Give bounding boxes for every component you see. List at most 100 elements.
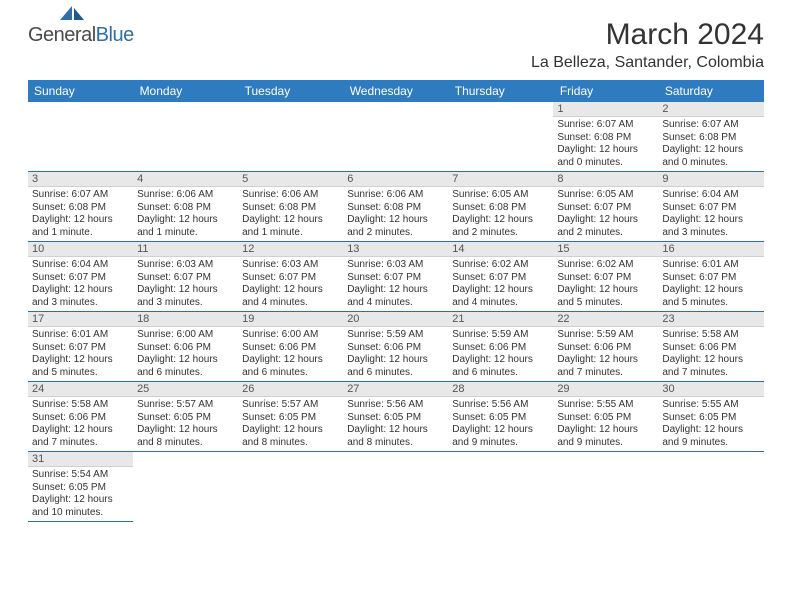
day-body: Sunrise: 5:57 AMSunset: 6:05 PMDaylight:… [238,397,343,451]
calendar-cell [553,452,658,522]
day-line: Sunrise: 5:58 AM [32,399,129,412]
day-number [448,102,553,116]
day-line: Daylight: 12 hours and 9 minutes. [557,424,654,449]
day-body: Sunrise: 6:07 AMSunset: 6:08 PMDaylight:… [553,117,658,171]
calendar-cell: 25Sunrise: 5:57 AMSunset: 6:05 PMDayligh… [133,382,238,452]
day-body [658,466,763,470]
day-number: 27 [343,382,448,397]
day-line: Sunset: 6:08 PM [137,202,234,215]
calendar-body: 1Sunrise: 6:07 AMSunset: 6:08 PMDaylight… [28,102,764,522]
calendar-cell: 23Sunrise: 5:58 AMSunset: 6:06 PMDayligh… [658,312,763,382]
day-number [238,102,343,116]
calendar-cell: 24Sunrise: 5:58 AMSunset: 6:06 PMDayligh… [28,382,133,452]
day-line: Sunset: 6:07 PM [662,272,759,285]
calendar-cell: 3Sunrise: 6:07 AMSunset: 6:08 PMDaylight… [28,172,133,242]
day-line: Daylight: 12 hours and 5 minutes. [662,284,759,309]
day-line: Sunrise: 6:00 AM [242,329,339,342]
day-line: Daylight: 12 hours and 7 minutes. [557,354,654,379]
calendar-cell: 4Sunrise: 6:06 AMSunset: 6:08 PMDaylight… [133,172,238,242]
day-line: Daylight: 12 hours and 5 minutes. [32,354,129,379]
day-line: Sunrise: 5:57 AM [137,399,234,412]
day-line: Sunrise: 6:07 AM [662,119,759,132]
calendar-cell: 15Sunrise: 6:02 AMSunset: 6:07 PMDayligh… [553,242,658,312]
day-body: Sunrise: 6:07 AMSunset: 6:08 PMDaylight:… [658,117,763,171]
calendar-cell: 26Sunrise: 5:57 AMSunset: 6:05 PMDayligh… [238,382,343,452]
day-body: Sunrise: 5:59 AMSunset: 6:06 PMDaylight:… [553,327,658,381]
day-line: Sunrise: 6:05 AM [557,189,654,202]
day-body: Sunrise: 6:05 AMSunset: 6:08 PMDaylight:… [448,187,553,241]
day-header: Thursday [448,80,553,102]
day-line: Sunrise: 6:01 AM [662,259,759,272]
day-number: 21 [448,312,553,327]
day-line: Sunrise: 5:57 AM [242,399,339,412]
calendar-cell [448,452,553,522]
day-header: Monday [133,80,238,102]
day-line: Daylight: 12 hours and 10 minutes. [32,494,129,519]
day-body [448,116,553,120]
day-number: 22 [553,312,658,327]
day-body: Sunrise: 6:05 AMSunset: 6:07 PMDaylight:… [553,187,658,241]
day-header: Sunday [28,80,133,102]
calendar-cell: 29Sunrise: 5:55 AMSunset: 6:05 PMDayligh… [553,382,658,452]
day-line: Sunset: 6:06 PM [662,342,759,355]
calendar-cell: 22Sunrise: 5:59 AMSunset: 6:06 PMDayligh… [553,312,658,382]
day-body: Sunrise: 5:57 AMSunset: 6:05 PMDaylight:… [133,397,238,451]
day-line: Daylight: 12 hours and 1 minute. [137,214,234,239]
day-line: Sunrise: 6:06 AM [347,189,444,202]
day-line: Sunrise: 5:59 AM [452,329,549,342]
day-body: Sunrise: 5:56 AMSunset: 6:05 PMDaylight:… [448,397,553,451]
day-line: Sunset: 6:07 PM [137,272,234,285]
day-line: Daylight: 12 hours and 2 minutes. [347,214,444,239]
calendar-table: SundayMondayTuesdayWednesdayThursdayFrid… [28,80,764,522]
day-line: Sunset: 6:08 PM [452,202,549,215]
day-body [448,466,553,470]
calendar-cell: 16 Sunrise: 6:01 AMSunset: 6:07 PMDayligh… [658,242,763,312]
day-line: Sunset: 6:07 PM [242,272,339,285]
day-number [448,452,553,466]
logo-text-general: General [28,24,96,46]
day-body: Sunrise: 5:58 AMSunset: 6:06 PMDaylight:… [28,397,133,451]
day-line: Sunrise: 6:04 AM [32,259,129,272]
day-line: Sunset: 6:08 PM [557,132,654,145]
calendar-page: GeneralBlue March 2024 La Belleza, Santa… [0,0,792,540]
calendar-cell [343,452,448,522]
day-line: Sunrise: 6:03 AM [137,259,234,272]
day-line: Sunrise: 5:55 AM [557,399,654,412]
day-body [238,116,343,120]
day-line: Sunset: 6:05 PM [347,412,444,425]
day-body: Sunrise: 5:56 AMSunset: 6:05 PMDaylight:… [343,397,448,451]
calendar-cell: 31Sunrise: 5:54 AMSunset: 6:05 PMDayligh… [28,452,133,522]
day-number: 11 [133,242,238,257]
day-number [343,452,448,466]
day-line: Sunrise: 6:07 AM [557,119,654,132]
day-number: 12 [238,242,343,257]
calendar-cell: 12Sunrise: 6:03 AMSunset: 6:07 PMDayligh… [238,242,343,312]
calendar-cell [238,452,343,522]
calendar-cell: 13Sunrise: 6:03 AMSunset: 6:07 PMDayligh… [343,242,448,312]
calendar-cell [133,102,238,172]
day-line: Sunset: 6:05 PM [557,412,654,425]
day-line: Sunset: 6:07 PM [557,272,654,285]
day-line: Sunrise: 5:59 AM [347,329,444,342]
day-line: Sunrise: 6:02 AM [452,259,549,272]
calendar-cell [343,102,448,172]
calendar-cell: 19Sunrise: 6:00 AMSunset: 6:06 PMDayligh… [238,312,343,382]
day-line: Daylight: 12 hours and 6 minutes. [242,354,339,379]
day-body [133,116,238,120]
logo-text-blue: Blue [96,24,134,46]
day-line: Sunrise: 6:05 AM [452,189,549,202]
calendar-cell: 21Sunrise: 5:59 AMSunset: 6:06 PMDayligh… [448,312,553,382]
day-line: Sunset: 6:07 PM [557,202,654,215]
day-line: Daylight: 12 hours and 2 minutes. [452,214,549,239]
day-line: Daylight: 12 hours and 9 minutes. [662,424,759,449]
calendar-cell: 6Sunrise: 6:06 AMSunset: 6:08 PMDaylight… [343,172,448,242]
day-line: Sunrise: 6:00 AM [137,329,234,342]
calendar-cell: 11Sunrise: 6:03 AMSunset: 6:07 PMDayligh… [133,242,238,312]
calendar-cell: 7Sunrise: 6:05 AMSunset: 6:08 PMDaylight… [448,172,553,242]
day-number [28,102,133,116]
day-line: Daylight: 12 hours and 1 minute. [32,214,129,239]
day-line: Daylight: 12 hours and 9 minutes. [452,424,549,449]
day-line: Sunset: 6:08 PM [662,132,759,145]
day-number: 16 [658,242,763,257]
day-line: Daylight: 12 hours and 0 minutes. [557,144,654,169]
